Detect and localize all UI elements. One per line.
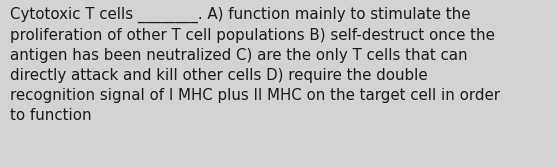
Text: Cytotoxic T cells ________. A) function mainly to stimulate the
proliferation of: Cytotoxic T cells ________. A) function … [10, 7, 500, 123]
